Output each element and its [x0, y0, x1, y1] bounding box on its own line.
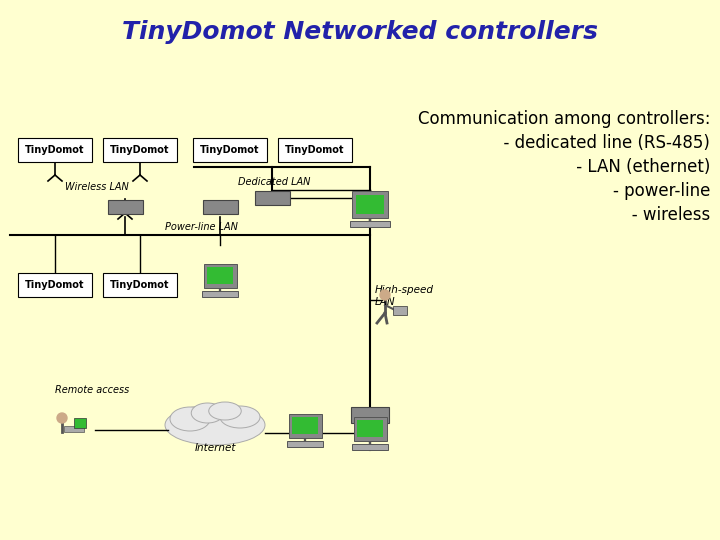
FancyBboxPatch shape [103, 273, 177, 297]
FancyBboxPatch shape [207, 267, 233, 285]
FancyBboxPatch shape [202, 200, 238, 214]
Text: Communication among controllers:: Communication among controllers: [418, 110, 710, 128]
Text: Remote access: Remote access [55, 385, 130, 395]
Text: TinyDomot Networked controllers: TinyDomot Networked controllers [122, 20, 598, 44]
FancyBboxPatch shape [287, 441, 323, 447]
Circle shape [380, 290, 390, 300]
Ellipse shape [192, 403, 224, 423]
Text: Power-line LAN: Power-line LAN [165, 222, 238, 232]
Text: - LAN (ethernet): - LAN (ethernet) [549, 158, 710, 176]
Text: Internet: Internet [194, 443, 235, 453]
Circle shape [57, 413, 67, 423]
FancyBboxPatch shape [289, 414, 322, 438]
Text: TinyDomot: TinyDomot [110, 280, 170, 290]
FancyBboxPatch shape [393, 306, 407, 315]
FancyBboxPatch shape [18, 273, 92, 297]
FancyBboxPatch shape [350, 221, 390, 227]
Text: TinyDomot: TinyDomot [25, 145, 85, 155]
FancyBboxPatch shape [356, 195, 384, 214]
FancyBboxPatch shape [357, 420, 383, 437]
FancyBboxPatch shape [202, 291, 238, 296]
Text: High-speed
LAN: High-speed LAN [375, 285, 434, 307]
FancyBboxPatch shape [352, 191, 388, 218]
FancyBboxPatch shape [74, 418, 86, 428]
FancyBboxPatch shape [354, 416, 387, 441]
FancyBboxPatch shape [193, 138, 267, 162]
FancyBboxPatch shape [352, 444, 388, 450]
Text: - power-line: - power-line [571, 182, 710, 200]
FancyBboxPatch shape [351, 407, 390, 423]
FancyBboxPatch shape [103, 138, 177, 162]
FancyBboxPatch shape [278, 138, 352, 162]
Ellipse shape [220, 406, 260, 428]
FancyBboxPatch shape [64, 426, 84, 432]
FancyBboxPatch shape [292, 417, 318, 434]
Text: TinyDomot: TinyDomot [285, 145, 345, 155]
Text: - wireless: - wireless [574, 206, 710, 224]
FancyBboxPatch shape [204, 264, 236, 288]
Ellipse shape [170, 407, 210, 431]
FancyBboxPatch shape [254, 191, 289, 205]
FancyBboxPatch shape [107, 200, 143, 214]
Text: Wireless LAN: Wireless LAN [65, 182, 129, 192]
FancyBboxPatch shape [18, 138, 92, 162]
Text: TinyDomot: TinyDomot [110, 145, 170, 155]
Ellipse shape [209, 402, 241, 420]
Text: TinyDomot: TinyDomot [200, 145, 260, 155]
Ellipse shape [165, 405, 265, 445]
Text: TinyDomot: TinyDomot [25, 280, 85, 290]
Text: - dedicated line (RS-485): - dedicated line (RS-485) [493, 134, 710, 152]
Text: Dedicated LAN: Dedicated LAN [238, 177, 310, 187]
